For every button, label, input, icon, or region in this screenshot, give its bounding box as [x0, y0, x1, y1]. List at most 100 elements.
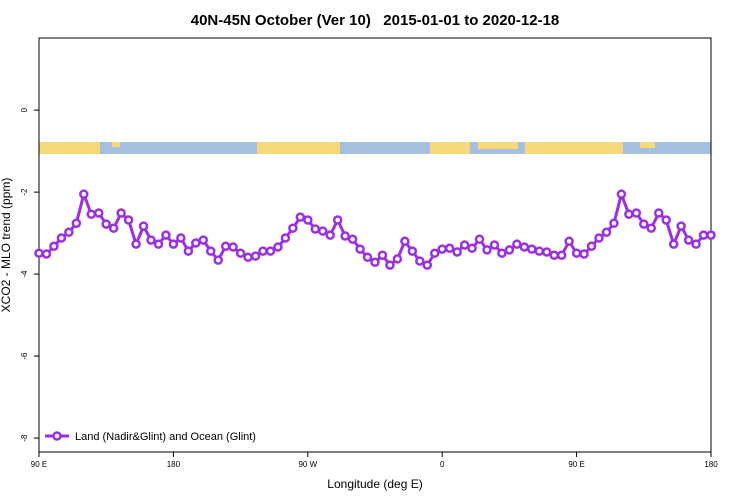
data-point [258, 246, 268, 256]
data-point [370, 257, 380, 267]
data-point [168, 239, 179, 249]
data-point [79, 189, 89, 199]
data-point [377, 250, 388, 260]
data-point [183, 246, 194, 256]
y-axis-label: XCO2 - MLO trend (ppm) [0, 178, 13, 313]
data-point [586, 241, 597, 251]
data-point [385, 260, 395, 270]
data-point [639, 219, 649, 229]
data-point [220, 241, 231, 251]
data-point [594, 233, 604, 243]
y-tick-label: -4 [20, 270, 29, 278]
data-point [706, 230, 716, 240]
data-point [497, 248, 507, 258]
data-point [646, 223, 657, 233]
data-point [146, 235, 156, 245]
data-point [504, 245, 515, 255]
y-tick-label: -6 [20, 352, 29, 360]
data-point [392, 254, 403, 264]
data-point [564, 236, 574, 247]
data-point [176, 233, 186, 243]
data-point [683, 235, 694, 245]
data-point [624, 209, 634, 220]
data-point [123, 215, 134, 225]
data-point [317, 226, 328, 236]
data-point [86, 209, 97, 220]
data-point [519, 242, 530, 252]
data-point [288, 223, 298, 233]
data-point [205, 246, 216, 256]
data-point [325, 230, 335, 240]
data-point [295, 212, 306, 222]
data-point [362, 252, 373, 263]
data-point [355, 244, 365, 254]
data-point [191, 238, 201, 248]
data-point [631, 208, 642, 218]
data-point [482, 245, 492, 255]
x-axis-label: Longitude (deg E) [327, 477, 422, 491]
data-point [56, 233, 67, 243]
data-point [108, 223, 119, 233]
data-point [422, 260, 433, 270]
data-point [138, 221, 149, 231]
data-point [571, 248, 582, 258]
y-tick-label: -8 [20, 434, 29, 442]
data-point [64, 227, 74, 238]
x-tick-label: 180 [167, 460, 181, 469]
data-point [452, 247, 462, 257]
data-point [415, 256, 425, 266]
data-point [676, 221, 686, 231]
data-point [243, 252, 253, 263]
data-point [265, 246, 276, 256]
data-point [131, 239, 141, 249]
data-point [407, 246, 418, 256]
data-point [489, 240, 500, 250]
data-point [534, 246, 545, 256]
data-point [250, 251, 261, 261]
data-point [541, 247, 552, 257]
data-point [609, 218, 619, 229]
data-point [116, 208, 126, 218]
legend-label: Land (Nadir&Glint) and Ocean (Glint) [75, 431, 256, 443]
data-point [437, 244, 447, 254]
data-point [444, 243, 455, 254]
data-point [512, 239, 522, 249]
data-point [273, 242, 283, 252]
data-point [101, 219, 111, 229]
x-tick-label: 180 [704, 460, 718, 469]
data-point [698, 230, 709, 240]
data-point [549, 250, 559, 260]
x-tick-label: 90 E [31, 460, 47, 469]
data-point [41, 249, 52, 259]
x-tick-label: 90 W [298, 460, 317, 469]
data-point [601, 227, 612, 238]
data-point [616, 189, 627, 199]
data-point [400, 236, 410, 247]
data-point [527, 244, 537, 254]
data-point [332, 215, 343, 225]
data-point [49, 241, 59, 251]
data-point [213, 255, 223, 265]
data-point [459, 240, 470, 250]
data-point [653, 208, 664, 218]
data-point [303, 215, 313, 225]
data-point [34, 248, 44, 258]
data-point [429, 248, 440, 258]
data-point [228, 242, 238, 252]
plot-frame [38, 37, 712, 453]
data-point [661, 215, 671, 225]
data-point [668, 239, 679, 249]
data-point [467, 243, 477, 254]
land-ocean-strip [39, 142, 711, 154]
y-tick-label: -2 [20, 188, 29, 196]
data-point [235, 248, 246, 258]
chart-title: 40N-45N October (Ver 10) 2015-01-01 to 2… [191, 12, 560, 29]
data-point [280, 233, 291, 243]
x-tick-label: 90 E [568, 460, 584, 469]
data-point [347, 234, 358, 245]
legend-marker [52, 431, 62, 441]
data-point [579, 249, 589, 259]
data-point [71, 218, 82, 229]
